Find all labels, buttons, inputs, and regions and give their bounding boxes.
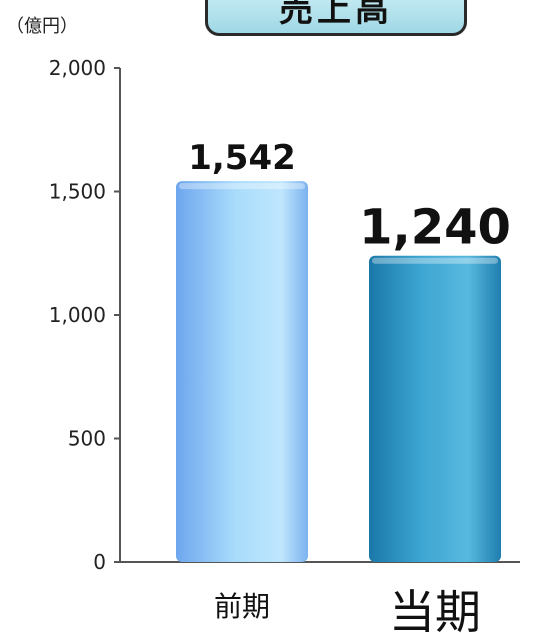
unit-label: （億円） xyxy=(6,16,78,37)
y-tick-label: 1,500 xyxy=(49,180,106,204)
bar-highlight xyxy=(372,257,498,264)
bar-highlight xyxy=(179,183,305,190)
bar-前期 xyxy=(176,181,308,562)
value-label: 1,542 xyxy=(188,138,296,178)
bar-当期 xyxy=(369,255,501,562)
y-tick-label: 1,000 xyxy=(49,303,106,327)
chart-title-box: 売上高 xyxy=(205,0,467,36)
category-label: 当期 xyxy=(389,585,481,633)
chart-title: 売上高 xyxy=(279,0,393,30)
category-label: 前期 xyxy=(214,590,270,623)
value-label: 1,240 xyxy=(359,200,511,256)
y-tick-label: 500 xyxy=(68,427,106,451)
y-tick-label: 2,000 xyxy=(49,56,106,80)
y-tick-label: 0 xyxy=(93,550,106,574)
